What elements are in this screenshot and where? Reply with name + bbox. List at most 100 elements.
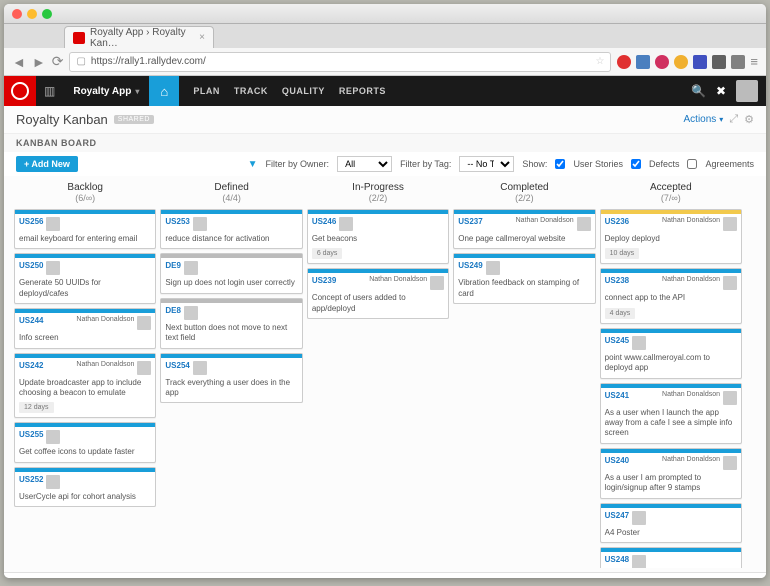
- kanban-card[interactable]: US255Get coffee icons to update faster: [14, 422, 156, 462]
- max-dot[interactable]: [42, 9, 52, 19]
- kanban-card[interactable]: US245point www.callmeroyal.com to deploy…: [600, 328, 742, 379]
- card-id[interactable]: US246: [312, 217, 336, 226]
- ext-icon-1[interactable]: [617, 55, 631, 69]
- close-dot[interactable]: [12, 9, 22, 19]
- kanban-card[interactable]: US241Nathan DonaldsonAs a user when I la…: [600, 383, 742, 444]
- card-avatar[interactable]: [723, 217, 737, 231]
- card-avatar[interactable]: [632, 555, 646, 568]
- home-button[interactable]: ⌂: [149, 76, 179, 106]
- kanban-card[interactable]: US253reduce distance for activation: [160, 209, 302, 249]
- card-id[interactable]: US253: [165, 217, 189, 226]
- kanban-card[interactable]: US249Vibration feedback on stamping of c…: [453, 253, 595, 304]
- card-avatar[interactable]: [46, 475, 60, 489]
- kanban-card[interactable]: DE9Sign up does not login user correctly: [160, 253, 302, 293]
- ext-icon-3[interactable]: [655, 55, 669, 69]
- card-id[interactable]: US252: [19, 475, 43, 484]
- card-id[interactable]: US242: [19, 361, 43, 370]
- kanban-card[interactable]: US244Nathan DonaldsonInfo screen: [14, 308, 156, 348]
- ext-icon-2[interactable]: [636, 55, 650, 69]
- search-icon[interactable]: 🔍: [691, 84, 706, 98]
- kanban-card[interactable]: US239Nathan DonaldsonConcept of users ad…: [307, 268, 449, 319]
- kanban-card[interactable]: US247A4 Poster: [600, 503, 742, 543]
- card-avatar[interactable]: [486, 261, 500, 275]
- kanban-card[interactable]: US236Nathan DonaldsonDeploy deployd10 da…: [600, 209, 742, 264]
- actions-dropdown[interactable]: Actions ▾: [684, 114, 724, 125]
- user-avatar[interactable]: [736, 80, 758, 102]
- card-avatar[interactable]: [193, 217, 207, 231]
- close-tab-icon[interactable]: ×: [199, 32, 205, 43]
- card-avatar[interactable]: [577, 217, 591, 231]
- card-avatar[interactable]: [46, 430, 60, 444]
- card-avatar[interactable]: [193, 361, 207, 375]
- card-id[interactable]: DE9: [165, 261, 181, 270]
- card-avatar[interactable]: [723, 276, 737, 290]
- chk-user-stories[interactable]: [555, 159, 565, 169]
- card-avatar[interactable]: [46, 261, 60, 275]
- forward-icon[interactable]: ►: [32, 54, 46, 70]
- workspace-icon[interactable]: ▥: [36, 84, 63, 98]
- card-avatar[interactable]: [184, 306, 198, 320]
- card-avatar[interactable]: [137, 361, 151, 375]
- add-new-button[interactable]: + Add New: [16, 156, 78, 172]
- project-picker[interactable]: Royalty App ▾: [63, 86, 149, 97]
- card-avatar[interactable]: [632, 336, 646, 350]
- min-dot[interactable]: [27, 9, 37, 19]
- card-id[interactable]: US255: [19, 430, 43, 439]
- kanban-card[interactable]: US252UserCycle api for cohort analysis: [14, 467, 156, 507]
- kanban-card[interactable]: US246Get beacons6 days: [307, 209, 449, 264]
- kanban-card[interactable]: US248A5 Counter card: [600, 547, 742, 568]
- reload-icon[interactable]: ⟳: [52, 53, 64, 70]
- card-avatar[interactable]: [723, 391, 737, 405]
- card-id[interactable]: US254: [165, 361, 189, 370]
- kanban-card[interactable]: US242Nathan DonaldsonUpdate broadcaster …: [14, 353, 156, 419]
- expand-icon[interactable]: ⤢: [729, 113, 738, 126]
- card-id[interactable]: US249: [458, 261, 482, 270]
- kanban-card[interactable]: US240Nathan DonaldsonAs a user I am prom…: [600, 448, 742, 499]
- card-id[interactable]: US236: [605, 217, 629, 226]
- card-id[interactable]: DE8: [165, 306, 181, 315]
- card-id[interactable]: US256: [19, 217, 43, 226]
- chk-agreements[interactable]: [687, 159, 697, 169]
- card-avatar[interactable]: [430, 276, 444, 290]
- kanban-card[interactable]: DE8Next button does not move to next tex…: [160, 298, 302, 349]
- kanban-card[interactable]: US250Generate 50 UUIDs for deployd/cafes: [14, 253, 156, 304]
- nav-quality[interactable]: QUALITY: [282, 86, 325, 96]
- card-avatar[interactable]: [137, 316, 151, 330]
- card-id[interactable]: US239: [312, 276, 336, 285]
- card-id[interactable]: US248: [605, 555, 629, 564]
- url-input[interactable]: ▢ https://rally1.rallydev.com/ ☆: [69, 52, 611, 72]
- filter-icon[interactable]: ▼: [248, 159, 258, 170]
- card-id[interactable]: US238: [605, 276, 629, 285]
- back-icon[interactable]: ◄: [12, 54, 26, 70]
- filter-tag-select[interactable]: -- No Tag --: [459, 156, 514, 172]
- browser-tab[interactable]: Royalty App › Royalty Kan… ×: [64, 26, 214, 48]
- ext-icon-5[interactable]: [693, 55, 707, 69]
- menu-icon[interactable]: ≡: [750, 54, 758, 69]
- card-avatar[interactable]: [632, 511, 646, 525]
- card-id[interactable]: US245: [605, 336, 629, 345]
- card-id[interactable]: US237: [458, 217, 482, 226]
- tools-icon[interactable]: ✖: [716, 84, 726, 98]
- ext-icon-7[interactable]: [731, 55, 745, 69]
- card-id[interactable]: US244: [19, 316, 43, 325]
- card-id[interactable]: US247: [605, 511, 629, 520]
- bookmark-icon[interactable]: ☆: [595, 56, 604, 67]
- kanban-card[interactable]: US237Nathan DonaldsonOne page callmeroya…: [453, 209, 595, 249]
- chk-defects[interactable]: [631, 159, 641, 169]
- logo[interactable]: [4, 76, 36, 106]
- kanban-card[interactable]: US238Nathan Donaldsonconnect app to the …: [600, 268, 742, 323]
- card-id[interactable]: US240: [605, 456, 629, 465]
- nav-track[interactable]: TRACK: [234, 86, 268, 96]
- gear-icon[interactable]: ⚙: [744, 113, 754, 126]
- kanban-card[interactable]: US256email keyboard for entering email: [14, 209, 156, 249]
- card-avatar[interactable]: [46, 217, 60, 231]
- card-avatar[interactable]: [184, 261, 198, 275]
- card-avatar[interactable]: [723, 456, 737, 470]
- ext-icon-6[interactable]: [712, 55, 726, 69]
- kanban-card[interactable]: US254Track everything a user does in the…: [160, 353, 302, 404]
- ext-icon-4[interactable]: [674, 55, 688, 69]
- filter-owner-select[interactable]: All: [337, 156, 392, 172]
- nav-plan[interactable]: PLAN: [193, 86, 220, 96]
- card-avatar[interactable]: [339, 217, 353, 231]
- nav-reports[interactable]: REPORTS: [339, 86, 386, 96]
